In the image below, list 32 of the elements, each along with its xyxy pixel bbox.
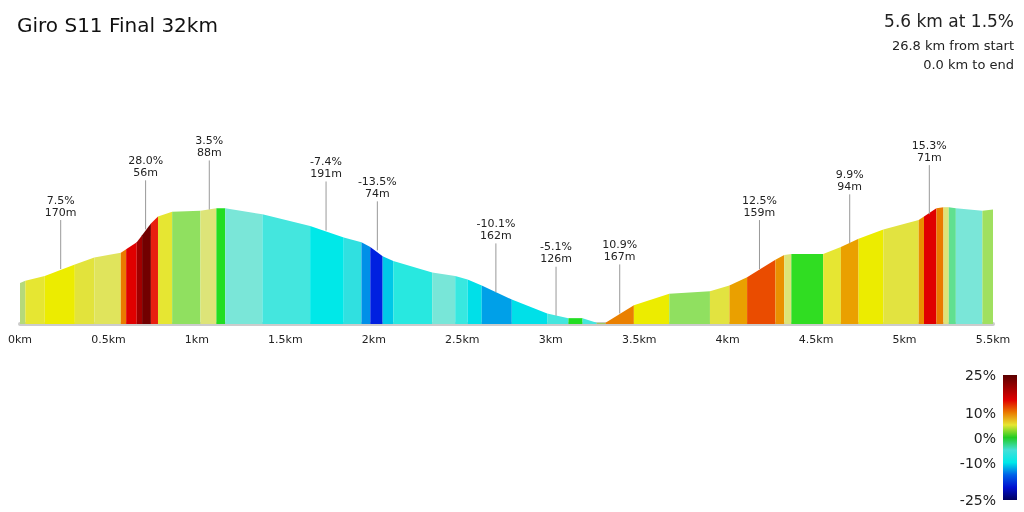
color-bar-label: 25% <box>964 367 996 383</box>
x-tick-label: 2.5km <box>444 333 480 346</box>
color-bar-label: 0% <box>973 429 996 446</box>
annotation: -13.5% 74m <box>357 174 397 200</box>
x-tick-label: 1.5km <box>268 333 303 346</box>
x-tick-label: 3.5km <box>621 333 657 346</box>
annotation: 9.9% 94m <box>835 167 864 193</box>
annotation: -10.1% 162m <box>476 216 516 242</box>
annotation: 28.0% 56m <box>128 153 164 179</box>
annotation: -7.4% 191m <box>310 154 343 180</box>
color-bar-label: 10% <box>964 404 996 421</box>
text: 5.6 km at 1.5% <box>884 10 1015 31</box>
annotation: 7.5% 170m <box>44 193 77 219</box>
color-bar-label: -25% <box>959 492 996 508</box>
annotation: 3.5% 88m <box>195 133 224 159</box>
x-tick-label: 0km <box>7 333 33 346</box>
x-tick-label: 3km <box>538 333 563 346</box>
x-tick-label: 5.5km <box>975 333 1011 346</box>
x-tick-label: 4.5km <box>798 333 834 346</box>
x-tick-label: 2km <box>361 333 386 346</box>
text: 26.8 km from start <box>891 38 1015 53</box>
x-tick-label: 0.5km <box>91 333 126 346</box>
color-bar-label: -10% <box>959 454 996 471</box>
annotation: 10.9% 167m <box>602 237 638 263</box>
annotation: 15.3% 71m <box>911 138 947 164</box>
annotation: 12.5% 159m <box>742 193 777 219</box>
chart-title: Giro S11 Final 32km <box>17 13 218 37</box>
annotation: -5.1% 126m <box>540 240 572 266</box>
text: 0.0 km to end <box>923 57 1015 72</box>
x-tick-label: 4km <box>715 333 740 346</box>
x-tick-label: 1km <box>184 333 209 346</box>
x-tick-label: 5km <box>892 333 917 346</box>
